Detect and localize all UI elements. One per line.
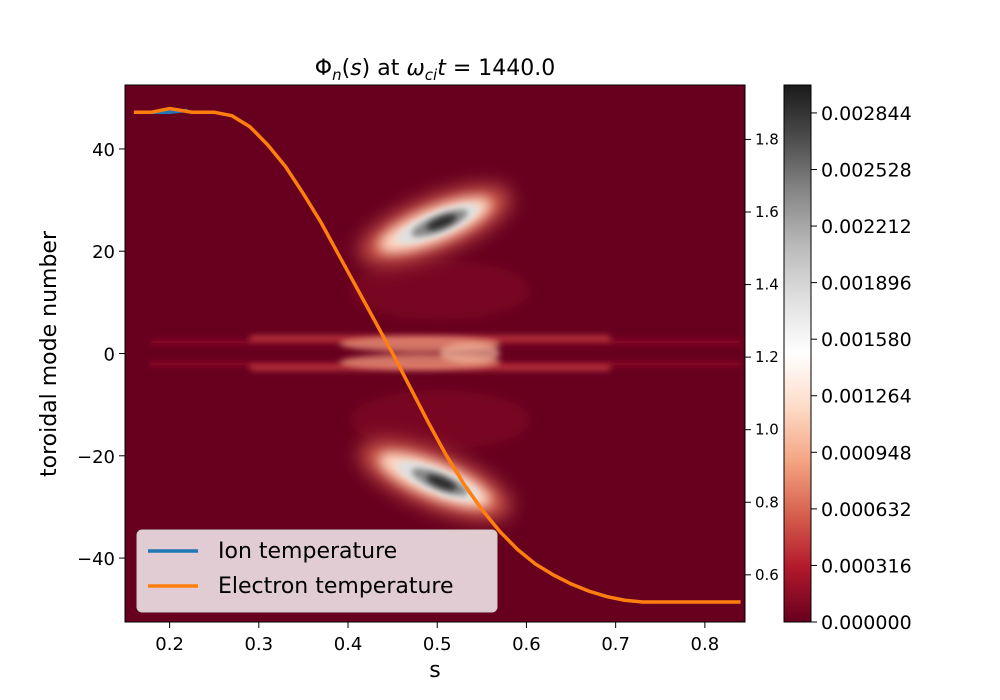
legend-box bbox=[136, 529, 498, 613]
x-tick-label: 0.8 bbox=[691, 634, 720, 655]
lower-mode-blob bbox=[360, 441, 510, 519]
y-tick-label: −40 bbox=[77, 549, 115, 570]
right-tick-label: 1.2 bbox=[755, 348, 779, 366]
chart-title: Φn(s) at ωcit = 1440.0 bbox=[315, 56, 556, 84]
low-n-bands bbox=[150, 335, 740, 371]
x-axis-ticks: 0.2 0.3 0.4 0.5 0.6 0.7 0.8 bbox=[155, 622, 719, 655]
colorbar bbox=[783, 84, 812, 623]
y-axis-ticks: 40 20 0 −20 −40 bbox=[77, 140, 125, 570]
right-tick-label: 1.4 bbox=[755, 276, 779, 294]
y-tick-label: −20 bbox=[77, 447, 115, 468]
colorbar-tick-label: 0.002212 bbox=[821, 216, 912, 238]
colorbar-tick-label: 0.000948 bbox=[821, 442, 912, 464]
x-axis-label: s bbox=[429, 658, 440, 683]
background-speckle bbox=[350, 260, 530, 450]
x-tick-label: 0.3 bbox=[244, 634, 273, 655]
y-tick-label: 40 bbox=[92, 140, 115, 161]
colorbar-tick-label: 0.000632 bbox=[821, 499, 912, 521]
colorbar-tick-label: 0.001896 bbox=[821, 273, 912, 295]
x-tick-label: 0.6 bbox=[512, 634, 541, 655]
right-tick-label: 1.6 bbox=[755, 203, 779, 221]
colorbar-tick-label: 0.002528 bbox=[821, 159, 912, 181]
right-tick-label: 1.0 bbox=[755, 421, 779, 439]
x-tick-label: 0.7 bbox=[601, 634, 630, 655]
y-axis-label: toroidal mode number bbox=[37, 230, 62, 477]
y-tick-label: 20 bbox=[92, 242, 115, 263]
colorbar-tick-label: 0.002844 bbox=[821, 103, 912, 125]
colorbar-ticks: 0.000000 0.000316 0.000632 0.000948 0.001264… bbox=[811, 103, 912, 634]
right-tick-label: 0.6 bbox=[755, 566, 779, 584]
legend: Ion temperature Electron temperature bbox=[136, 529, 498, 613]
colorbar-tick-label: 0.001580 bbox=[821, 329, 912, 351]
right-axis-ticks: 0.6 0.8 1.0 1.2 1.4 1.6 1.8 bbox=[745, 130, 779, 584]
legend-label-ion: Ion temperature bbox=[218, 539, 397, 564]
legend-label-electron: Electron temperature bbox=[218, 574, 454, 599]
electron-temperature-line bbox=[133, 106, 741, 604]
y-tick-label: 0 bbox=[104, 345, 115, 366]
right-tick-label: 1.8 bbox=[755, 130, 779, 148]
x-tick-label: 0.5 bbox=[423, 634, 452, 655]
colorbar-tick-label: 0.000316 bbox=[821, 555, 912, 577]
right-tick-label: 0.8 bbox=[755, 493, 779, 511]
colorbar-tick-label: 0.000000 bbox=[821, 612, 912, 634]
upper-mode-blob bbox=[360, 186, 510, 264]
x-tick-label: 0.2 bbox=[155, 634, 184, 655]
x-tick-label: 0.4 bbox=[334, 634, 363, 655]
colorbar-tick-label: 0.001264 bbox=[821, 386, 912, 408]
